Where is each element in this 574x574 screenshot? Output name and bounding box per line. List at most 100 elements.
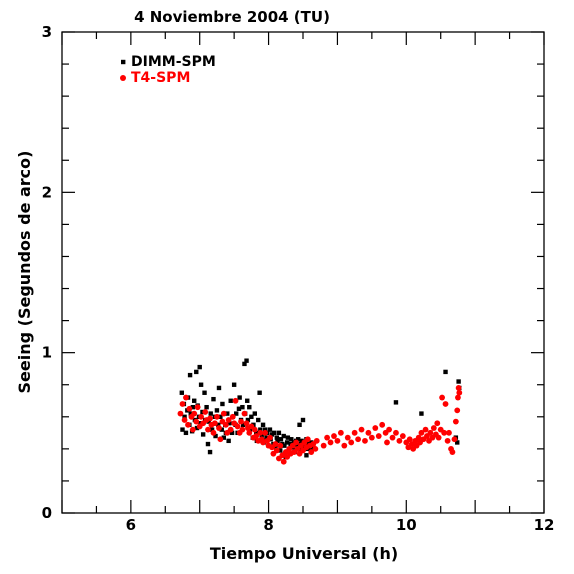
dimm-spm-point <box>227 421 232 426</box>
t4-spm-point <box>393 429 399 436</box>
t4-spm-point <box>444 437 451 444</box>
dimm-spm-point <box>237 395 242 400</box>
t4-spm-point <box>456 389 463 396</box>
dimm-spm-point <box>244 358 249 363</box>
dimm-spm-point <box>190 404 196 410</box>
legend-marker-dimm-spm <box>121 59 126 65</box>
dimm-spm-point <box>297 422 302 428</box>
t4-spm-point <box>415 434 422 441</box>
dimm-spm-point <box>216 385 222 391</box>
t4-spm-point <box>234 423 241 430</box>
x-tick-label: 8 <box>263 516 273 534</box>
dimm-spm-point <box>274 435 280 440</box>
dimm-spm-point <box>182 414 187 419</box>
y-tick-label: 2 <box>42 183 52 201</box>
t4-spm-point <box>189 426 196 433</box>
dimm-spm-point <box>252 411 257 416</box>
dimm-spm-point <box>220 401 225 407</box>
t4-spm-point <box>384 439 390 446</box>
t4-spm-point <box>452 418 459 425</box>
t4-spm-point <box>232 397 239 404</box>
dimm-spm-point <box>285 435 291 440</box>
dimm-spm-point <box>194 369 199 375</box>
t4-spm-point <box>324 434 330 441</box>
t4-spm-point <box>277 442 284 449</box>
t4-spm-point <box>251 426 258 433</box>
t4-spm-point <box>451 436 458 443</box>
dimm-spm-point <box>209 427 215 432</box>
t4-spm-point <box>179 401 186 407</box>
dimm-spm-point <box>183 430 189 436</box>
dimm-spm-point <box>211 396 216 402</box>
t4-spm-point <box>449 449 456 455</box>
t4-spm-point <box>181 417 188 423</box>
t4-spm-point <box>455 385 462 391</box>
t4-spm-point <box>304 436 311 443</box>
dimm-spm-point <box>205 441 211 447</box>
dimm-spm-point <box>271 430 277 436</box>
t4-spm-point <box>280 458 287 465</box>
t4-spm-point <box>193 418 200 425</box>
dimm-spm-point <box>276 430 282 436</box>
t4-spm-point <box>427 429 434 436</box>
legend-marker-t4-spm <box>120 75 126 81</box>
dimm-spm-point <box>257 390 262 395</box>
t4-spm-point <box>355 436 361 443</box>
t4-spm-point <box>216 425 222 431</box>
dimm-spm-point <box>260 422 266 428</box>
t4-spm-point <box>446 429 452 436</box>
t4-spm-point <box>262 429 269 436</box>
t4-spm-point <box>293 439 300 446</box>
t4-spm-point <box>238 418 244 425</box>
t4-spm-point <box>227 426 234 433</box>
dimm-spm-point <box>295 437 301 442</box>
x-tick-label: 12 <box>534 516 555 534</box>
dimm-spm-point <box>198 382 204 387</box>
t4-spm-point <box>210 429 217 436</box>
dimm-spm-point <box>455 440 460 445</box>
t4-spm-point <box>217 436 224 443</box>
t4-spm-point <box>358 426 365 433</box>
t4-spm-point <box>214 413 220 420</box>
dimm-spm-point <box>216 422 221 428</box>
t4-spm-point <box>351 429 358 436</box>
t4-spm-point <box>211 420 218 427</box>
dimm-spm-point <box>299 438 304 444</box>
dimm-spm-point <box>245 417 251 423</box>
dimm-spm-point <box>187 372 193 378</box>
dimm-spm-point <box>267 427 273 432</box>
dimm-spm-point <box>194 425 200 431</box>
dimm-spm-point <box>204 404 209 410</box>
dimm-spm-point <box>309 446 315 452</box>
y-axis-label: Seeing (Segundos de arco) <box>15 151 34 394</box>
dimm-spm-point <box>456 379 461 384</box>
dimm-spm-point <box>278 448 283 453</box>
dimm-spm-point <box>180 427 185 432</box>
dimm-spm-point <box>192 398 197 403</box>
t4-spm-point <box>348 439 355 446</box>
dimm-spm-point <box>256 417 261 423</box>
dimm-spm-point <box>240 422 246 428</box>
dimm-spm-point <box>219 427 224 432</box>
dimm-spm-point <box>228 398 233 403</box>
t4-spm-point <box>439 394 445 401</box>
dimm-spm-point <box>231 382 237 387</box>
t4-spm-point <box>225 417 232 423</box>
dimm-spm-point <box>281 433 286 439</box>
t4-spm-point <box>313 437 320 444</box>
t4-spm-point <box>368 434 375 441</box>
t4-spm-point <box>435 434 442 441</box>
t4-spm-point <box>375 433 382 439</box>
t4-spm-point <box>239 426 246 433</box>
t4-spm-point <box>441 429 448 436</box>
t4-spm-point <box>241 410 248 417</box>
dimm-spm-point <box>213 433 218 439</box>
dimm-spm-point <box>295 443 300 448</box>
dimm-spm-point <box>258 427 263 432</box>
t4-spm-point <box>273 447 280 454</box>
dimm-spm-point <box>225 411 230 416</box>
data-points <box>177 358 463 465</box>
t4-spm-point <box>185 421 191 428</box>
